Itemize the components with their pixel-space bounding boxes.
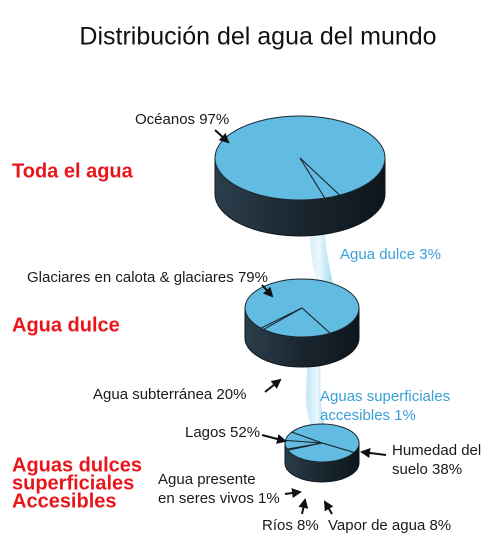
slice-label: Lagos 52% [185, 424, 260, 441]
slice-label: Agua dulce 3% [340, 246, 441, 263]
label-arrow [362, 452, 386, 455]
label-arrow [285, 492, 300, 494]
slice-label: Aguas superficiales [320, 388, 450, 405]
slice-label: accesibles 1% [320, 407, 416, 424]
slice-label: Humedad del [392, 442, 481, 459]
group-label: Agua dulce [12, 314, 120, 336]
slice-label: Océanos 97% [135, 111, 229, 128]
slice-label: Glaciares en calota & glaciares 79% [27, 269, 268, 286]
label-arrow [265, 380, 280, 392]
label-arrow [302, 500, 305, 514]
slice-label: Ríos 8% [262, 517, 319, 534]
diagram: Distribución del agua del mundo Toda el … [0, 0, 500, 547]
label-arrow [262, 435, 285, 441]
slice-label: suelo 38% [392, 461, 462, 478]
slice-label: Agua subterránea 20% [93, 386, 246, 403]
slice-label: en seres vivos 1% [158, 490, 280, 507]
slice-label: Agua presente [158, 471, 256, 488]
group-label: Toda el agua [12, 160, 134, 182]
title: Distribución del agua del mundo [79, 23, 436, 51]
label-arrow [215, 130, 228, 142]
slice-label: Vapor de agua 8% [328, 517, 451, 534]
label-arrow [325, 502, 332, 514]
group-label: Accesibles [12, 490, 117, 512]
